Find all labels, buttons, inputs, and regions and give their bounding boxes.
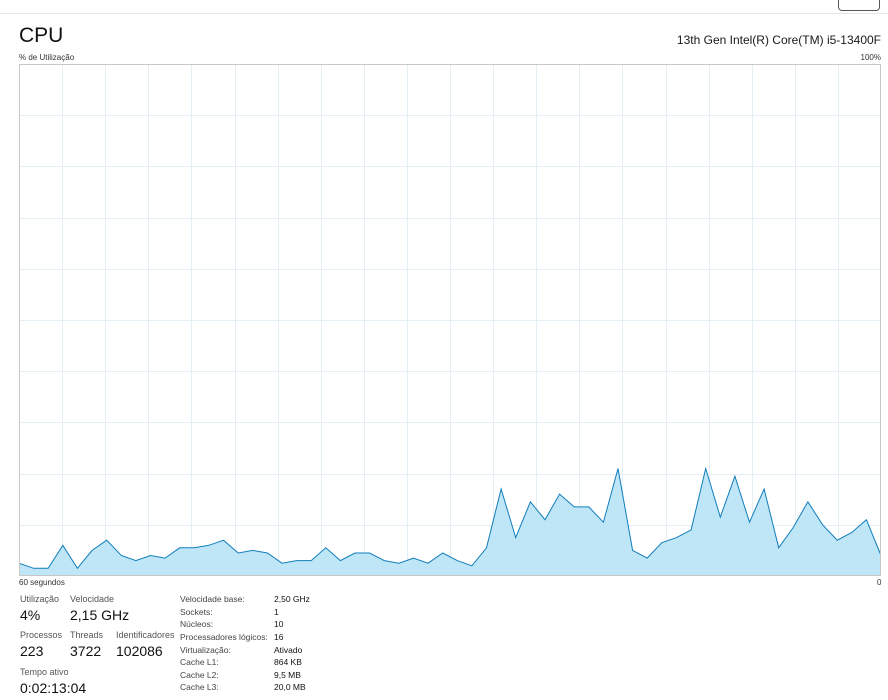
graph-grid — [19, 64, 881, 576]
base-speed-label: Velocidade base: — [180, 594, 245, 604]
cache-l1-label: Cache L1: — [180, 657, 219, 667]
graph-border — [19, 64, 881, 576]
x-axis-right-label: 0 — [877, 578, 882, 587]
cache-l3-value: 20,0 MB — [274, 682, 306, 692]
y-axis-label: % de Utilização — [19, 53, 75, 62]
sockets-value: 1 — [274, 607, 279, 617]
processes-value: 223 — [20, 643, 44, 659]
logical-processors-value: 16 — [274, 632, 284, 642]
uptime-label: Tempo ativo — [20, 667, 69, 677]
sockets-label: Sockets: — [180, 607, 213, 617]
threads-label: Threads — [70, 630, 104, 640]
cache-l1-value: 864 KB — [274, 657, 302, 667]
cpu-model-name: 13th Gen Intel(R) Core(TM) i5-13400F — [676, 33, 881, 47]
utilization-area — [19, 468, 881, 576]
speed-value: 2,15 GHz — [70, 607, 130, 623]
handles-label: Identificadores — [116, 630, 175, 640]
window-control-button[interactable] — [838, 0, 880, 11]
top-divider — [0, 13, 888, 14]
utilization-label: Utilização — [20, 594, 60, 604]
utilization-value: 4% — [20, 607, 41, 623]
cpu-utilization-graph — [19, 64, 881, 576]
cache-l2-label: Cache L2: — [180, 670, 219, 680]
virtualization-value: Ativado — [274, 645, 303, 655]
cache-l3-label: Cache L3: — [180, 682, 219, 692]
threads-value: 3722 — [70, 643, 102, 659]
y-axis-max-label: 100% — [860, 53, 881, 62]
virtualization-label: Virtualização: — [180, 645, 231, 655]
cores-label: Núcleos: — [180, 619, 214, 629]
logical-processors-label: Processadores lógicos: — [180, 632, 268, 642]
processes-label: Processos — [20, 630, 63, 640]
page-title: CPU — [19, 24, 64, 47]
speed-label: Velocidade — [70, 594, 115, 604]
cache-l2-value: 9,5 MB — [274, 670, 301, 680]
base-speed-value: 2,50 GHz — [274, 594, 310, 604]
handles-value: 102086 — [116, 643, 163, 659]
x-axis-left-label: 60 segundos — [19, 578, 65, 587]
uptime-value: 0:02:13:04 — [20, 680, 87, 696]
utilization-line — [19, 466, 881, 570]
cores-value: 10 — [274, 619, 284, 629]
